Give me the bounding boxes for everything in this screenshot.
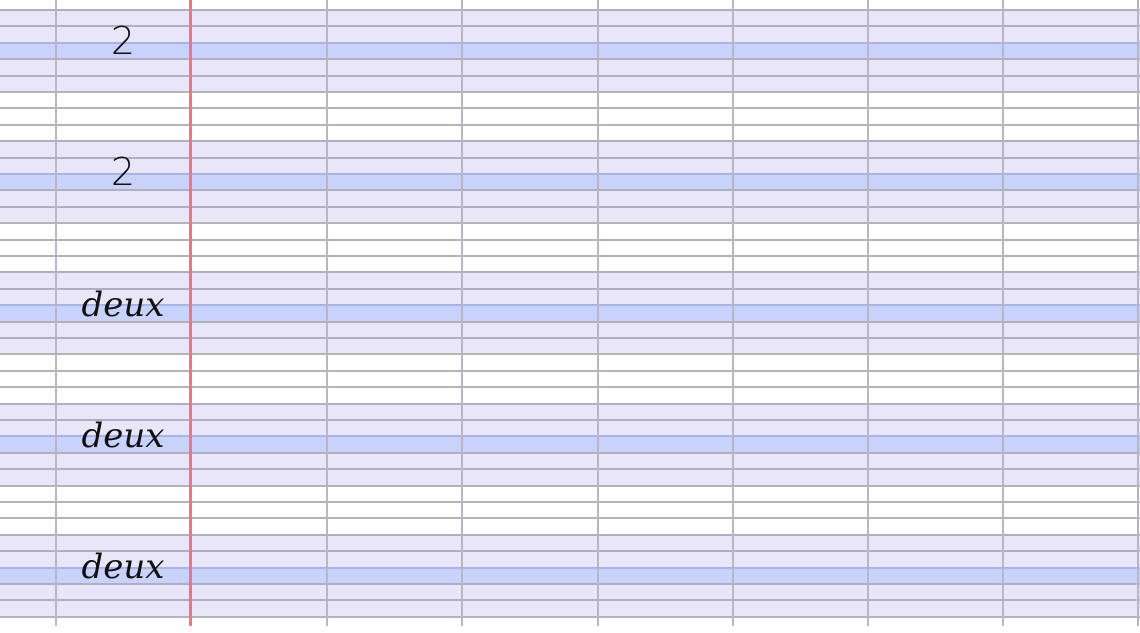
ruled-row xyxy=(0,402,1140,420)
ruled-row xyxy=(0,435,1140,453)
margin-line xyxy=(189,0,192,626)
ruled-row xyxy=(0,255,1140,272)
ruled-row xyxy=(0,517,1140,535)
worksheet-entry-2: 2 xyxy=(110,150,136,194)
ruled-row xyxy=(0,386,1140,404)
ruled-row xyxy=(0,353,1140,371)
ruled-row xyxy=(0,501,1140,518)
ruled-row xyxy=(0,140,1140,158)
ruled-row xyxy=(0,599,1140,617)
ruled-row xyxy=(0,337,1140,354)
ruled-row xyxy=(0,91,1140,108)
ruled-row xyxy=(0,566,1140,584)
vertical-line xyxy=(1137,0,1139,626)
ruled-row xyxy=(0,533,1140,551)
ruled-row xyxy=(0,304,1140,322)
worksheet-entry-4: deux xyxy=(81,416,165,456)
ruled-row xyxy=(0,173,1140,190)
ruled-row xyxy=(0,271,1140,289)
ruled-row xyxy=(0,320,1140,338)
ruled-row xyxy=(0,0,1140,10)
ruled-row xyxy=(0,9,1140,26)
ruled-row xyxy=(0,222,1140,240)
vertical-line xyxy=(326,0,328,626)
vertical-line xyxy=(597,0,599,626)
ruled-row xyxy=(0,419,1140,436)
ruled-row xyxy=(0,287,1140,305)
vertical-line xyxy=(732,0,734,626)
ruled-row xyxy=(0,205,1140,223)
ruled-row xyxy=(0,58,1140,76)
ruled-row xyxy=(0,41,1140,59)
ruled-row xyxy=(0,123,1140,141)
ruled-row xyxy=(0,369,1140,387)
ruled-row xyxy=(0,451,1140,469)
ruled-row xyxy=(0,25,1140,43)
vertical-line xyxy=(867,0,869,626)
worksheet-entry-3: deux xyxy=(81,285,165,325)
worksheet-entry-1: 2 xyxy=(110,19,136,63)
ruled-row xyxy=(0,484,1140,502)
ruled-row xyxy=(0,615,1140,633)
vertical-line xyxy=(1002,0,1004,626)
ruled-row xyxy=(0,550,1140,568)
ruled-row xyxy=(0,238,1140,256)
worksheet-entry-5: deux xyxy=(81,547,165,587)
vertical-line xyxy=(55,0,57,626)
ruled-row xyxy=(0,468,1140,486)
ruled-row xyxy=(0,156,1140,174)
ruled-row xyxy=(0,189,1140,207)
ruled-row xyxy=(0,583,1140,600)
vertical-line xyxy=(461,0,463,626)
ruled-row xyxy=(0,74,1140,92)
ruled-row xyxy=(0,107,1140,125)
